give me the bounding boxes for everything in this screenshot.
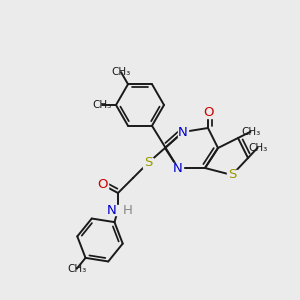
Text: CH₃: CH₃ [67,264,86,274]
Bar [98,180,108,190]
Text: CH₃: CH₃ [92,100,112,110]
Text: N: N [173,161,183,175]
Text: O: O [203,106,213,119]
Bar [178,127,188,137]
Bar [109,205,127,215]
Text: S: S [144,157,152,169]
Bar [143,158,153,168]
Text: O: O [98,178,108,191]
Text: N: N [106,203,116,217]
Text: N: N [178,125,188,139]
Bar [227,170,237,180]
Text: CH₃: CH₃ [248,143,267,153]
Text: CH₃: CH₃ [111,67,130,77]
Text: S: S [228,169,236,182]
Bar [203,108,213,118]
Bar [173,163,183,173]
Text: H: H [123,203,133,217]
Text: CH₃: CH₃ [241,127,260,137]
